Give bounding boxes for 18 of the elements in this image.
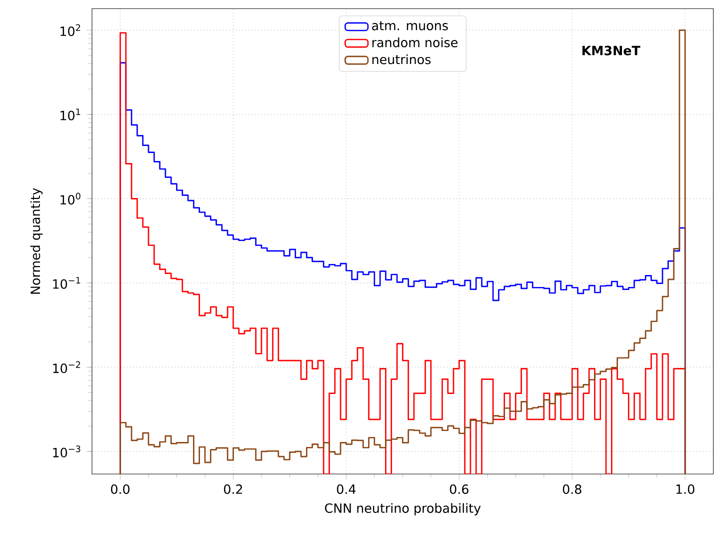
legend-label: neutrinos — [372, 54, 431, 64]
x-tick-label: 1.0 — [676, 484, 694, 494]
x-axis-title: CNN neutrino probability — [325, 503, 481, 516]
x-tick-label: 0.2 — [224, 484, 242, 494]
y-tick-label: 10$^{2}$ — [60, 24, 80, 36]
y-tick-label: 10$^{−1}$ — [53, 277, 80, 289]
y-axis-title: Normed quantity — [30, 188, 43, 294]
y-tick-label: 10$^{1}$ — [60, 108, 80, 120]
y-tick-label: 10$^{−3}$ — [53, 446, 80, 458]
legend-label: atm. muons — [372, 21, 448, 30]
legend-label: random noise — [372, 37, 458, 48]
y-tick-label: 10$^{0}$ — [60, 192, 80, 205]
x-tick-label: 0.6 — [450, 484, 468, 494]
x-tick-label: 0.8 — [562, 484, 582, 494]
x-tick-label: 0.4 — [336, 484, 356, 494]
annotation: KM3NeT — [582, 46, 640, 56]
y-tick-label: 10$^{−2}$ — [53, 361, 80, 374]
x-tick-label: 0.0 — [111, 484, 130, 494]
